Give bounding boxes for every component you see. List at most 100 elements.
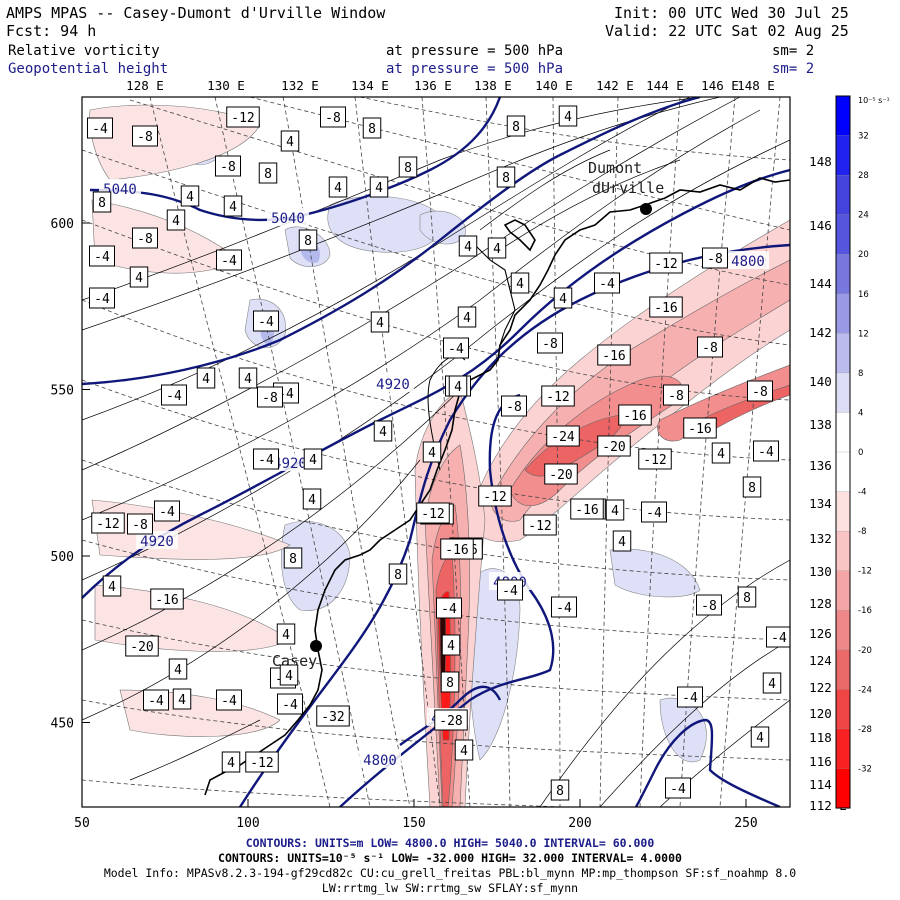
vorticity-label: -8 (220, 160, 236, 175)
vorticity-label: -4 (282, 698, 298, 713)
vorticity-label: 4 (227, 756, 235, 771)
vorticity-label: 4 (516, 277, 524, 292)
top-lon-label: 130 E (207, 78, 245, 93)
x-axis: 50 100 150 200 250 (74, 799, 758, 831)
vorticity-label: 8 (748, 481, 756, 496)
top-lon-label: 128 E (126, 78, 164, 93)
top-longitude-labels: 128 E 130 E 132 E 134 E 136 E 138 E 140 E 142 E… (126, 78, 775, 93)
vorticity-label: -16 (155, 593, 178, 608)
vorticity-label: -4 (448, 342, 464, 357)
field2-pressure: at pressure = 500 hPa (386, 61, 564, 77)
colorbar-swatch (835, 610, 851, 651)
vorticity-label: -4 (556, 601, 572, 616)
vorticity-label: -4 (94, 292, 110, 307)
colorbar-label: -20 (858, 646, 872, 656)
colorbar-label: 28 (858, 171, 869, 181)
colorbar-swatch (835, 728, 851, 770)
vorticity-label: 4 (768, 677, 776, 692)
vorticity-label: -12 (643, 453, 666, 468)
dumont-label: Dumont (588, 159, 642, 177)
init-time: Init: 00 UTC Wed 30 Jul 25 (614, 4, 849, 22)
vorticity-label: -16 (575, 503, 598, 518)
map-title: AMPS MPAS -- Casey-Dumont d'Urville Wind… (6, 4, 386, 22)
vorticity-label: 4 (282, 628, 290, 643)
vorticity-label: 8 (98, 196, 106, 211)
colorbar-label: -8 (858, 527, 866, 537)
vorticity-label: -32 (321, 710, 344, 725)
vorticity-label: 4 (428, 446, 436, 461)
vorticity-label: 4 (229, 200, 237, 215)
forecast-hour: Fcst: 94 h (6, 22, 97, 40)
colorbar-swatch (835, 254, 851, 295)
colorbar-label: 12 (858, 329, 869, 339)
vorticity-label: -4 (166, 389, 182, 404)
vorticity-label: -4 (221, 694, 237, 709)
colorbar-swatch (835, 372, 851, 414)
vorticity-contours (82, 97, 790, 807)
colorbar-swatch (835, 135, 851, 176)
vorticity-label: -8 (132, 518, 148, 533)
vorticity-label: -16 (445, 543, 468, 558)
top-lon-label: 148 E (737, 78, 775, 93)
y-tick-label: 500 (51, 550, 74, 565)
colorbar-label: -4 (858, 488, 866, 498)
vorticity-label: -28 (439, 714, 462, 729)
vorticity-label: -16 (654, 301, 677, 316)
vorticity-label: 4 (186, 190, 194, 205)
vorticity-label: 8 (556, 784, 564, 799)
top-lon-label: 138 E (474, 78, 512, 93)
vorticity-label: -4 (758, 445, 774, 460)
colorbar-swatch (835, 491, 851, 532)
vorticity-label: 4 (464, 240, 472, 255)
vorticity-label: -12 (250, 756, 273, 771)
height-label: 4800 (731, 254, 765, 270)
field1-pressure: at pressure = 500 hPa (386, 43, 564, 59)
vorticity-label: 8 (394, 568, 402, 583)
field1-name: Relative vorticity (8, 43, 160, 59)
vorticity-label: -12 (96, 517, 119, 532)
height-label: 4920 (140, 534, 174, 550)
plot-frame (81, 96, 791, 808)
vorticity-label: -8 (325, 111, 341, 126)
colorbar-swatch (835, 412, 851, 453)
height-label: 4920 (273, 456, 307, 472)
vorticity-label: -20 (549, 468, 572, 483)
colorbar-label: -24 (858, 685, 872, 695)
vorticity-label: 4 (564, 110, 572, 125)
top-lon-label: 144 E (646, 78, 684, 93)
colorbar-label: -16 (858, 606, 872, 616)
colorbar-label: 16 (858, 290, 869, 300)
vorticity-label: 4 (376, 316, 384, 331)
vorticity-label: -12 (421, 507, 444, 522)
vorticity-label: -4 (258, 453, 274, 468)
vorticity-label: 4 (309, 453, 317, 468)
colorbar-label: 4 (858, 408, 863, 418)
colorbar-label: -32 (858, 764, 872, 774)
vorticity-label: 4 (108, 580, 116, 595)
colorbar-label: 32 (858, 132, 869, 142)
colorbar-label: 0 (858, 448, 863, 458)
vorticity-label: 4 (559, 292, 567, 307)
x-tick-label: 100 (236, 816, 259, 831)
height-label: 4800 (363, 753, 397, 769)
vorticity-label: 4 (717, 447, 725, 462)
vorticity-label: 4 (174, 663, 182, 678)
top-lon-label: 132 E (281, 78, 319, 93)
top-lon-label: 134 E (351, 78, 389, 93)
colorbar-swatch (835, 768, 851, 809)
vorticity-label: -8 (542, 337, 558, 352)
colorbar-swatch (835, 689, 851, 730)
colorbar-label: -28 (858, 725, 872, 735)
vorticity-label: 8 (404, 161, 412, 176)
colorbar-swatch (835, 95, 851, 137)
y-tick-label: 450 (51, 717, 74, 732)
vorticity-label: 8 (512, 120, 520, 135)
vorticity-label: -20 (602, 440, 625, 455)
vorticity-contour-info: CONTOURS: UNITS=10⁻⁵ s⁻¹ LOW= -32.000 HI… (218, 851, 682, 865)
height-label: 5040 (271, 211, 305, 227)
vorticity-label: 4 (244, 372, 252, 387)
vorticity-label: -8 (668, 389, 684, 404)
vorticity-label: -8 (752, 385, 768, 400)
